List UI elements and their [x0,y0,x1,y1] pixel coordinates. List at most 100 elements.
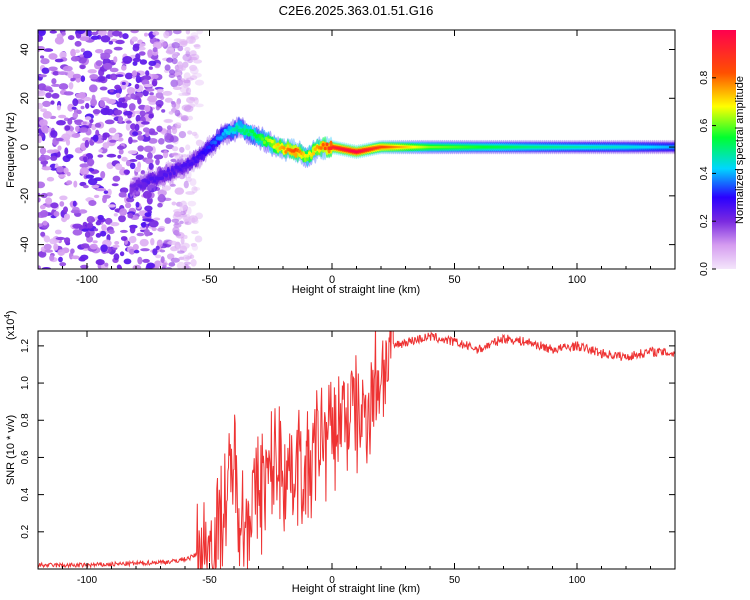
noise-speckle [179,200,187,208]
noise-speckle [105,217,113,225]
noise-speckle [63,167,69,174]
noise-speckle [143,83,154,88]
ridge-cell [258,135,263,139]
ridge-cell [168,172,172,176]
noise-speckle [191,131,198,136]
noise-speckle [173,38,183,42]
noise-speckle [38,135,42,144]
noise-speckle [128,236,137,244]
noise-speckle [167,253,175,260]
noise-speckle [193,44,201,48]
noise-speckle [48,53,58,60]
noise-speckle [176,75,182,80]
noise-speckle [120,229,128,233]
noise-speckle [177,64,184,73]
noise-speckle [73,119,81,123]
noise-speckle [72,229,83,236]
noise-speckle [113,253,120,261]
noise-speckle [137,145,144,152]
x-tick-label: 100 [569,575,586,586]
noise-speckle [45,197,53,205]
y-tick-label: 0.4 [20,487,31,501]
noise-speckle [174,187,185,195]
x-tick-label: 0 [329,274,335,286]
noise-speckle [92,240,98,244]
noise-speckle [95,49,104,54]
noise-speckle [166,57,174,63]
noise-speckle [59,51,67,59]
noise-speckle [64,147,69,155]
noise-speckle [73,180,78,188]
noise-speckle [103,190,109,194]
ridge-cell [243,131,247,135]
noise-speckle [172,86,182,90]
y-tick-label: 40 [19,43,31,55]
noise-speckle [86,222,94,229]
noise-speckle [164,132,171,140]
noise-speckle [117,145,125,150]
noise-speckle [38,156,46,162]
noise-speckle [72,223,83,229]
ridge-cell [284,150,288,154]
noise-speckle [88,200,97,206]
noise-speckle [113,56,118,63]
x-tick-label: 50 [448,274,460,286]
noise-speckle [74,40,82,47]
colorbar-tick-label: 0.4 [699,166,710,180]
noise-speckle [152,41,163,49]
noise-speckle [195,139,204,146]
noise-speckle [91,94,96,102]
noise-speckle [41,67,50,74]
noise-speckle [87,69,97,74]
noise-speckle [180,242,190,249]
noise-speckle [100,171,106,179]
noise-speckle [145,70,150,76]
noise-speckle [57,145,62,151]
noise-speckle [48,89,54,93]
noise-speckle [72,73,81,79]
noise-speckle [51,83,61,87]
noise-speckle [145,88,155,92]
noise-speckle [144,105,151,112]
noise-speckle [40,55,45,59]
noise-speckle [114,109,123,116]
noise-speckle [140,170,146,175]
noise-speckle [148,128,156,135]
noise-speckle [90,98,97,107]
noise-speckle [127,150,138,155]
noise-speckle [182,154,188,158]
spectrogram-heat-layer [38,30,675,269]
noise-speckle [129,159,138,162]
noise-speckle [139,59,148,65]
noise-speckle [39,204,46,210]
noise-speckle [71,255,80,260]
noise-speckle [115,163,123,171]
noise-speckle [140,248,150,252]
noise-speckle [72,98,79,107]
noise-speckle [119,251,125,257]
noise-speckle [118,149,124,155]
noise-speckle [61,31,66,36]
noise-speckle [139,110,146,117]
noise-speckle [123,258,132,265]
noise-speckle [138,51,146,56]
noise-speckle [109,73,118,81]
ridge-cell [192,156,196,161]
noise-speckle [96,187,106,192]
ridge-cell [147,180,151,185]
snr-x-axis-label: Height of straight line (km) [292,583,420,595]
noise-speckle [121,65,127,71]
noise-speckle [171,146,179,152]
noise-speckle [163,150,169,159]
ridge-cell [202,150,206,155]
noise-speckle [134,123,140,132]
snr-panel: -100 -50 0 50 100 0.2 0.4 0.6 0.8 1.0 1.2 Height o… [3,310,676,595]
noise-speckle [185,30,191,35]
noise-speckle [156,88,164,93]
noise-speckle [108,229,115,235]
noise-speckle [42,220,48,226]
noise-speckle [152,31,160,36]
noise-speckle [58,256,63,263]
noise-speckle [108,40,114,45]
noise-speckle [171,42,180,49]
